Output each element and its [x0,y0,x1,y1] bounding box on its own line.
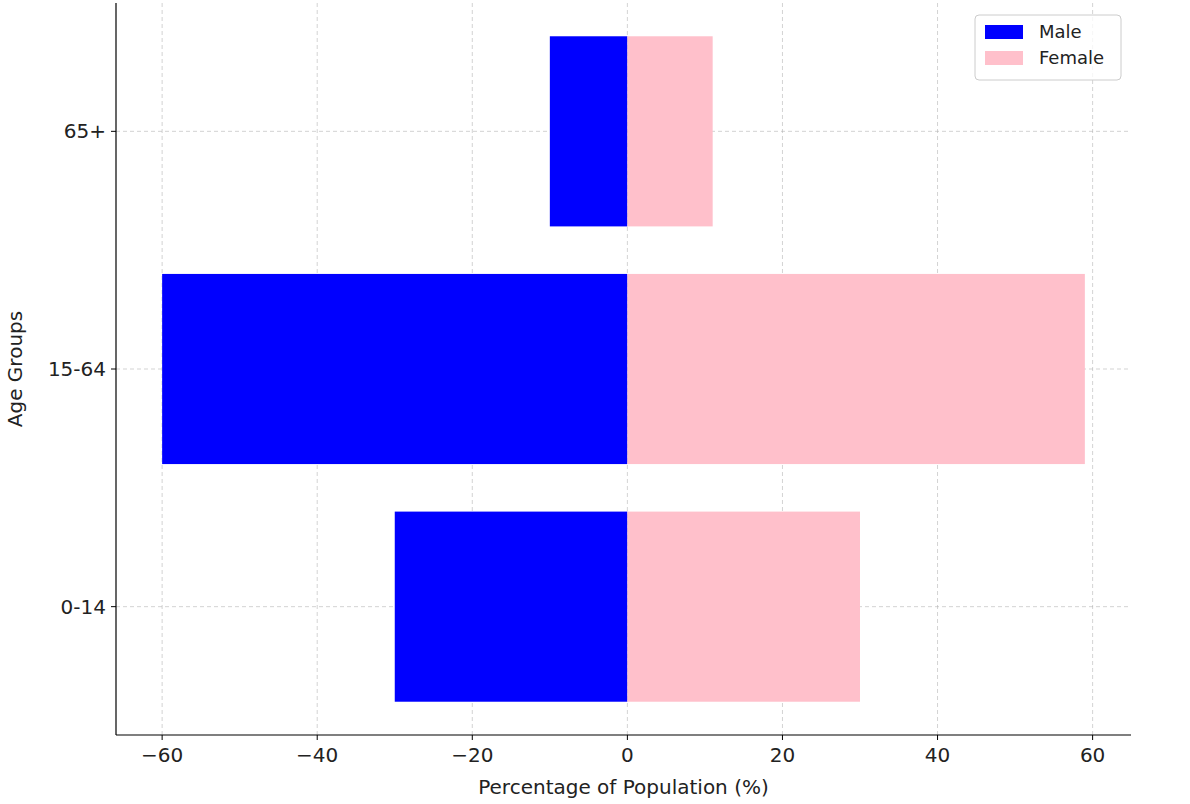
legend-label: Female [1039,47,1104,68]
legend-swatch [985,51,1023,65]
legend-label: Male [1039,21,1082,42]
chart-container: −60 −40 −20 0 20 40 60 0-14 15-64 65+ Percentage o… [0,0,1190,804]
legend-frame [975,15,1121,80]
x-tick-label: −60 [141,743,183,767]
x-axis-label: Percentage of Population (%) [478,775,769,799]
x-tick [627,735,628,740]
x-tick-label: 20 [770,743,795,767]
bar [550,36,628,226]
y-tick-label: 15-64 [48,357,106,381]
x-tick-label: 60 [1080,743,1105,767]
bar [627,274,1084,464]
y-tick [111,131,116,132]
bar [395,512,628,702]
x-tick-label: −20 [451,743,493,767]
x-tick [1092,735,1093,740]
x-tick-label: −40 [296,743,338,767]
chart-svg: −60 −40 −20 0 20 40 60 0-14 15-64 65+ Percentage o… [0,0,1190,804]
y-tick-label: 65+ [64,119,106,143]
bar [627,512,860,702]
bar [162,274,627,464]
y-tick-label: 0-14 [61,595,106,619]
y-tick [111,369,116,370]
legend-swatch [985,25,1023,39]
x-tick [317,735,318,740]
y-tick [111,606,116,607]
y-axis-label: Age Groups [3,311,27,427]
grid [116,3,1131,735]
bars [162,36,1085,701]
x-tick-label: 40 [925,743,950,767]
x-tick-label: 0 [621,743,634,767]
legend: Male Female [975,15,1121,80]
x-tick [472,735,473,740]
x-tick [782,735,783,740]
x-tick [937,735,938,740]
bar [627,36,712,226]
x-axis-line [116,734,1131,735]
x-tick [162,735,163,740]
